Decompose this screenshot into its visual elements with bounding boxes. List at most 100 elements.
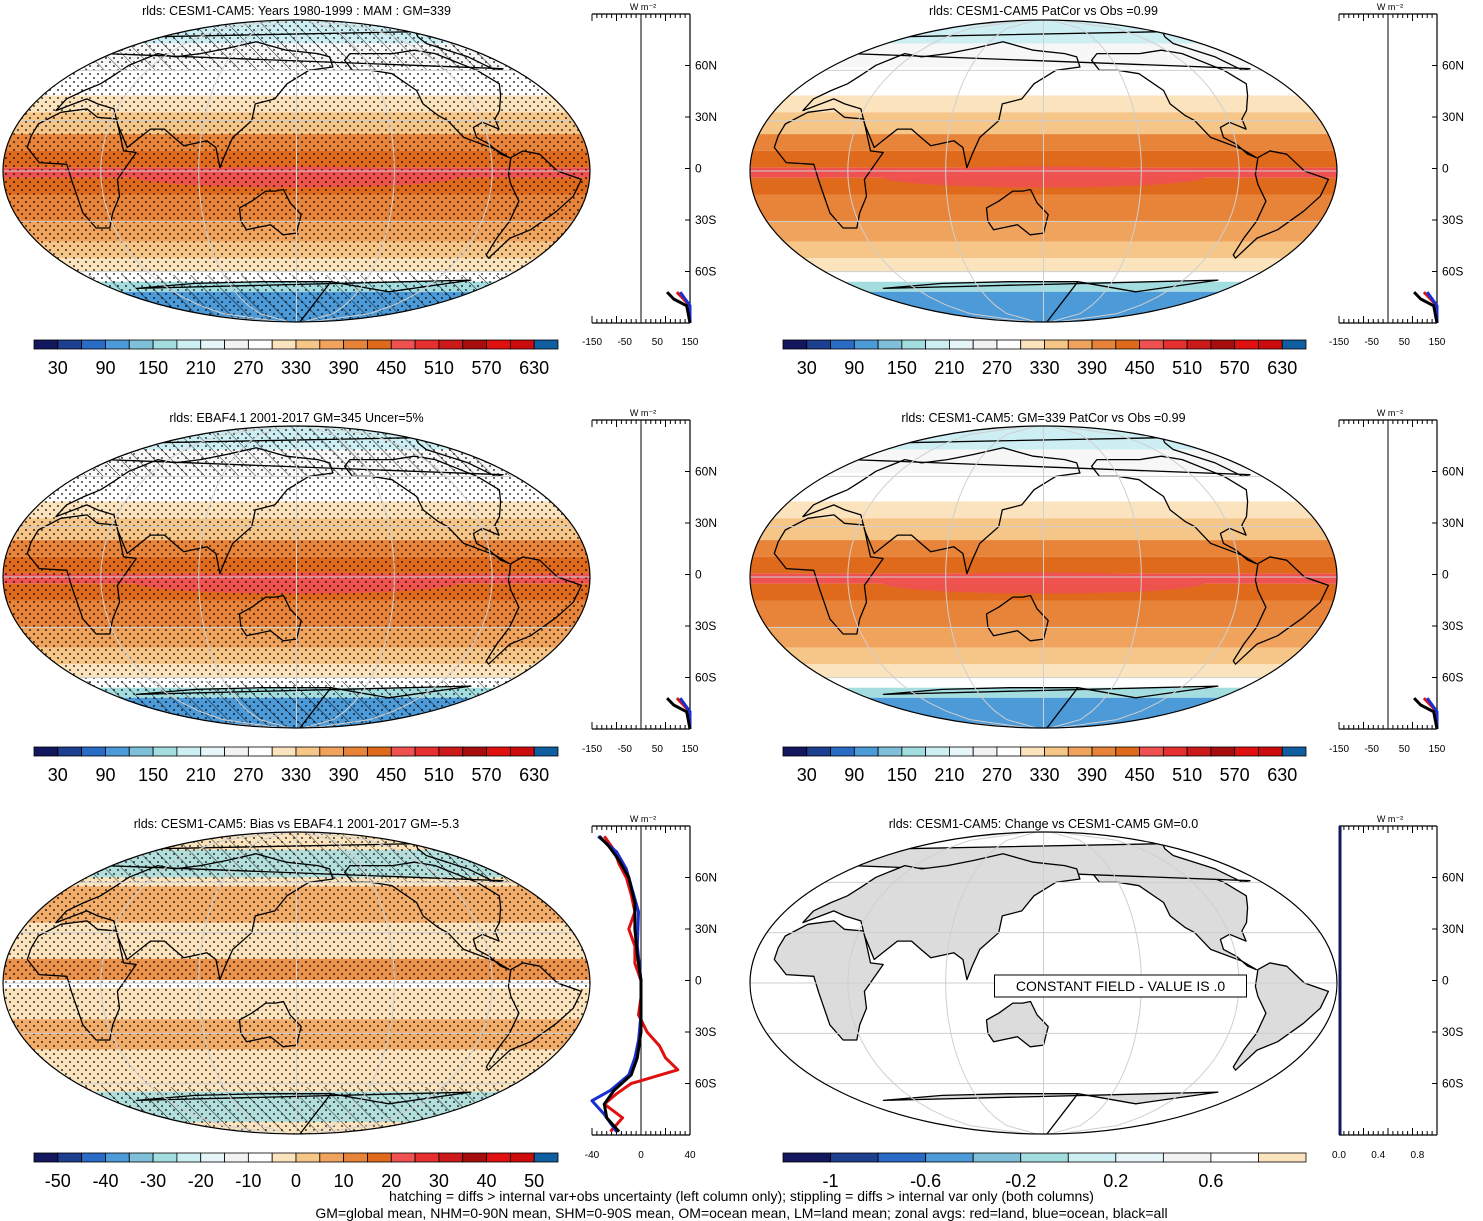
colorbar-box bbox=[152, 339, 178, 350]
lat-tick-label: 0 bbox=[695, 568, 702, 582]
coastline bbox=[882, 279, 1219, 322]
colorbar-box bbox=[247, 339, 273, 350]
x-tick-label: 50 bbox=[1399, 744, 1411, 755]
meridian bbox=[100, 426, 283, 728]
colorbar-box bbox=[295, 339, 321, 350]
lat-tick-label: 30S bbox=[695, 1025, 716, 1039]
colorbar-label: -50 bbox=[45, 1171, 71, 1191]
map-outline bbox=[749, 425, 1338, 729]
lat-tick-label: 0 bbox=[695, 974, 702, 988]
colorbar-box bbox=[925, 339, 950, 350]
colorbar-label: 330 bbox=[281, 358, 311, 378]
map-body bbox=[750, 426, 1337, 728]
meridian bbox=[198, 832, 290, 1134]
colorbar-label: 450 bbox=[1125, 358, 1155, 378]
colorbar-box bbox=[1020, 339, 1045, 350]
colorbar-box bbox=[414, 746, 440, 757]
coastline bbox=[1232, 556, 1330, 665]
lat-tick-label: 0 bbox=[1442, 974, 1449, 988]
lat-tick-label: 30N bbox=[1442, 516, 1464, 530]
colorbar-label: 150 bbox=[138, 765, 168, 785]
x-tick-label: 50 bbox=[652, 744, 664, 755]
colorbar-label: 510 bbox=[424, 358, 454, 378]
colorbar-label: 510 bbox=[1172, 358, 1202, 378]
colorbar-box bbox=[414, 1152, 440, 1163]
colorbar-box bbox=[438, 746, 464, 757]
colorbar-box bbox=[33, 746, 59, 757]
colorbar-box bbox=[830, 746, 855, 757]
colorbar-box bbox=[1044, 746, 1069, 757]
colorbar-box bbox=[247, 746, 273, 757]
colorbar-box bbox=[319, 746, 345, 757]
panel-title: rlds: CESM1-CAM5: GM=339 PatCor vs Obs =… bbox=[901, 411, 1185, 425]
colorbar-box bbox=[972, 1152, 1022, 1163]
zonal-curve-all bbox=[666, 697, 692, 730]
colorbar-box bbox=[224, 339, 249, 350]
meridian bbox=[303, 426, 395, 728]
colorbar-box bbox=[853, 339, 879, 350]
colorbar-box bbox=[152, 1152, 178, 1163]
colorbar-label: 90 bbox=[95, 358, 115, 378]
colorbar-box bbox=[901, 339, 927, 350]
panel-p3: rlds: EBAF4.1 2001-2017 GM=345 Uncer=5% 3… bbox=[2, 408, 717, 785]
colorbar-label: 210 bbox=[934, 765, 964, 785]
meridian bbox=[1050, 426, 1142, 728]
colorbar: -1 -0.6 -0.2 0.2 0.6 bbox=[782, 1152, 1307, 1191]
lat-tick-label: 60N bbox=[1442, 59, 1464, 73]
message-box bbox=[994, 974, 1247, 998]
colorbar-box bbox=[806, 746, 831, 757]
colorbar-label: 570 bbox=[1220, 358, 1250, 378]
coastline bbox=[1232, 962, 1330, 1071]
colorbar-box bbox=[877, 1152, 927, 1163]
colorbar-box bbox=[1139, 339, 1164, 350]
x-tick-label: -50 bbox=[617, 337, 632, 348]
x-tick-label: 40 bbox=[684, 1150, 696, 1161]
colorbar-label: 390 bbox=[1077, 765, 1107, 785]
colorbar-label: 0 bbox=[291, 1171, 301, 1191]
panel-title: rlds: EBAF4.1 2001-2017 GM=345 Uncer=5% bbox=[169, 411, 423, 425]
meridian bbox=[198, 20, 290, 322]
colorbar-box bbox=[390, 746, 416, 757]
meridian bbox=[310, 426, 493, 728]
colorbar-label: 630 bbox=[519, 358, 549, 378]
lat-tick-label: 30S bbox=[695, 619, 716, 633]
lat-tick-label: 60S bbox=[695, 265, 716, 279]
map-outline bbox=[2, 425, 591, 729]
colorbar-box bbox=[1210, 1152, 1259, 1163]
x-tick-label: -150 bbox=[582, 744, 602, 755]
colorbar-box bbox=[176, 339, 202, 350]
colorbar-box bbox=[176, 1152, 202, 1163]
meridian bbox=[310, 20, 493, 322]
colorbar-label: -40 bbox=[92, 1171, 118, 1191]
units-label: W m⁻² bbox=[630, 2, 656, 12]
lat-tick-label: 60S bbox=[1442, 671, 1463, 685]
colorbar-box bbox=[486, 339, 511, 350]
colorbar-box bbox=[972, 746, 998, 757]
meridian bbox=[310, 832, 493, 1134]
colorbar-box bbox=[462, 746, 487, 757]
meridian bbox=[100, 832, 283, 1134]
colorbar-box bbox=[105, 339, 130, 350]
colorbar-label: 450 bbox=[1125, 765, 1155, 785]
colorbar-label: 570 bbox=[472, 358, 502, 378]
colorbar-box bbox=[1162, 339, 1188, 350]
colorbar-label: 510 bbox=[424, 765, 454, 785]
meridian bbox=[945, 20, 1037, 322]
coastline bbox=[985, 188, 1049, 236]
panel-p1: rlds: CESM1-CAM5: Years 1980-1999 : MAM … bbox=[2, 2, 717, 378]
meridian bbox=[100, 20, 283, 322]
meridian bbox=[945, 832, 1037, 1134]
colorbar-box bbox=[1067, 339, 1093, 350]
colorbar-box bbox=[1258, 1152, 1307, 1163]
colorbar-label: 210 bbox=[934, 358, 964, 378]
meridian bbox=[847, 20, 1030, 322]
colorbar-box bbox=[128, 746, 154, 757]
colorbar-box bbox=[200, 1152, 225, 1163]
coastline bbox=[802, 853, 1081, 981]
colorbar-box bbox=[1020, 746, 1045, 757]
colorbar-box bbox=[1162, 1152, 1212, 1163]
lat-tick-label: 0 bbox=[1442, 568, 1449, 582]
coastline bbox=[802, 41, 1081, 169]
colorbar-box bbox=[1258, 746, 1283, 757]
colorbar-box bbox=[901, 746, 927, 757]
